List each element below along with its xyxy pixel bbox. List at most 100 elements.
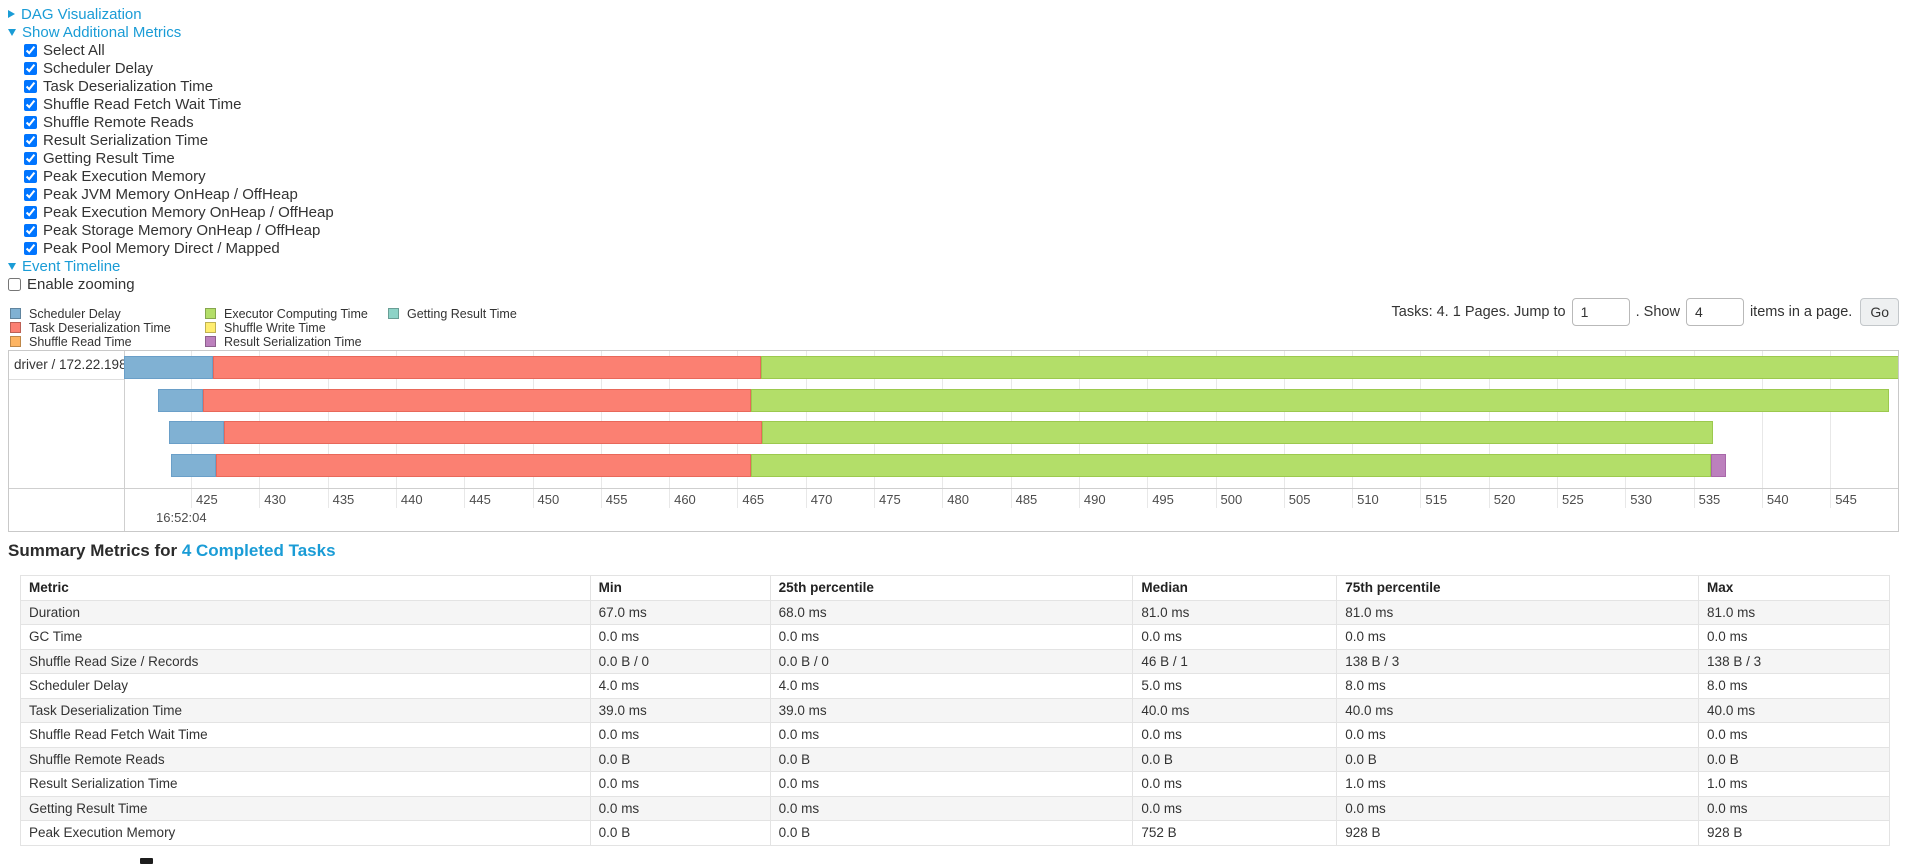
summary-metrics-table: Metric Min 25th percentile Median 75th perce… (20, 575, 1890, 846)
axis-tick-label: 525 (1562, 492, 1584, 507)
summary-column-header: Metric (20, 575, 591, 601)
metric-value-cell: 0.0 B (1336, 746, 1700, 772)
axis-tick-label: 490 (1083, 492, 1106, 507)
metric-checkbox-row: Peak Execution Memory OnHeap / OffHeap (24, 203, 334, 221)
metric-value-cell: 752 B (1132, 820, 1338, 846)
metric-value-cell: 0.0 B (769, 746, 1134, 772)
metric-checkbox-row: Result Serialization Time (24, 131, 334, 149)
dag-visualization-toggle[interactable]: DAG Visualization (8, 6, 142, 23)
axis-tick-label: 430 (264, 492, 286, 507)
metric-checkbox[interactable] (24, 205, 37, 219)
metric-value-cell: 0.0 ms (1336, 722, 1700, 748)
task-deserialization-bar-segment[interactable] (212, 356, 761, 379)
axis-tick-label: 425 (196, 492, 218, 507)
metric-checkbox-row: Peak Storage Memory OnHeap / OffHeap (24, 221, 334, 239)
go-button[interactable]: Go (1860, 298, 1899, 326)
summary-column-header: Min (589, 575, 771, 601)
metric-name-cell: Getting Result Time (20, 795, 591, 821)
scheduler-delay-bar-segment[interactable] (170, 454, 216, 477)
show-additional-metrics-toggle[interactable]: Show Additional Metrics (8, 24, 181, 41)
executor-computing-bar-segment[interactable] (761, 421, 1713, 444)
event-timeline-toggle[interactable]: Event Timeline (8, 258, 120, 275)
metric-checkbox-row: Scheduler Delay (24, 59, 334, 77)
executor-computing-bar-segment[interactable] (760, 356, 1898, 379)
event-timeline-label: Event Timeline (22, 257, 121, 275)
task-deserialization-bar-segment[interactable] (215, 454, 752, 477)
summary-table-header-row: Metric Min 25th percentile Median 75th perce… (20, 575, 1890, 601)
summary-column-header: 75th percentile (1336, 575, 1700, 601)
executor-computing-bar-segment[interactable] (751, 454, 1712, 477)
summary-heading-prefix: Summary Metrics for (8, 541, 182, 560)
metric-value-cell: 0.0 B (589, 746, 771, 772)
summary-column-header: Median (1132, 575, 1338, 601)
legend-color-swatch (10, 322, 21, 334)
metric-checkbox[interactable] (24, 169, 37, 183)
metric-name-cell: Task Deserialization Time (20, 697, 591, 723)
summary-metrics-heading: Summary Metrics for 4 Completed Tasks (8, 541, 336, 561)
metric-value-cell: 0.0 ms (769, 722, 1134, 748)
scheduler-delay-bar-segment[interactable] (158, 389, 204, 412)
result-serialization-bar-segment[interactable] (1711, 454, 1727, 477)
metric-value-cell: 4.0 ms (769, 673, 1134, 699)
metric-name-cell: Shuffle Read Size / Records (20, 648, 591, 674)
metric-checkbox[interactable] (24, 151, 37, 165)
jump-to-page-input[interactable] (1571, 298, 1630, 326)
metric-value-cell: 0.0 B (1132, 746, 1338, 772)
timeline-legend-column: Getting Result Time (388, 307, 517, 321)
clipped-next-section-fragment (140, 858, 153, 864)
legend-color-swatch (10, 308, 21, 320)
metric-value-cell: 8.0 ms (1698, 673, 1890, 699)
axis-tick-label: 500 (1220, 492, 1243, 507)
legend-label: Shuffle Write Time (224, 320, 326, 335)
summary-table-row: Scheduler Delay 4.0 ms 4.0 ms 5.0 ms 8.0 ms 8… (20, 673, 1890, 699)
enable-zooming-label: Enable zooming (27, 275, 135, 293)
event-timeline-chart: driver / 172.22.198.104 425 430 435 440 445 4… (8, 350, 1899, 532)
metric-value-cell: 0.0 ms (589, 771, 771, 797)
metric-name-cell: Duration (20, 599, 591, 625)
metric-value-cell: 0.0 B / 0 (589, 648, 771, 674)
axis-tick-label: 510 (1357, 492, 1379, 507)
metric-checkbox[interactable] (24, 187, 37, 201)
metric-value-cell: 928 B (1698, 820, 1890, 846)
legend-color-swatch (205, 322, 216, 334)
axis-tick-label: 485 (1015, 492, 1038, 507)
timeline-major-time-label: 16:52:04 (156, 510, 207, 525)
metric-checkbox-label: Result Serialization Time (43, 131, 209, 149)
metric-checkbox[interactable] (24, 61, 37, 75)
legend-item: Task Deserialization Time (10, 321, 171, 335)
metric-checkbox[interactable] (24, 115, 37, 129)
axis-tick-label: 535 (1698, 492, 1721, 507)
enable-zooming-checkbox[interactable] (8, 277, 21, 291)
pagination-suffix: items in a page. (1749, 304, 1853, 320)
metric-value-cell: 1.0 ms (1336, 771, 1700, 797)
task-deserialization-bar-segment[interactable] (223, 421, 762, 444)
summary-table-body: Duration 67.0 ms 68.0 ms 81.0 ms 81.0 ms 81.0… (20, 599, 1890, 846)
caret-down-icon (8, 28, 16, 36)
metric-checkbox[interactable] (24, 97, 37, 111)
axis-tick-label: 545 (1835, 492, 1857, 507)
summary-table-row: Shuffle Read Size / Records 0.0 B / 0 0.0 … (20, 648, 1890, 674)
metric-value-cell: 0.0 ms (1132, 795, 1338, 821)
metric-value-cell: 0.0 ms (1132, 624, 1338, 650)
scheduler-delay-bar-segment[interactable] (124, 356, 213, 379)
metric-checkbox-list: Select All Scheduler Delay Task Deserializ… (8, 41, 334, 257)
metric-checkbox[interactable] (24, 223, 37, 237)
metric-checkbox[interactable] (24, 133, 37, 147)
axis-tick-label: 470 (810, 492, 833, 507)
executor-computing-bar-segment[interactable] (751, 389, 1889, 412)
metric-checkbox[interactable] (24, 79, 37, 93)
metric-value-cell: 0.0 ms (1698, 722, 1890, 748)
summary-table-row: GC Time 0.0 ms 0.0 ms 0.0 ms 0.0 ms 0.0 ms (20, 624, 1890, 650)
metric-checkbox[interactable] (24, 241, 37, 255)
task-deserialization-bar-segment[interactable] (203, 389, 752, 412)
metric-value-cell: 46 B / 1 (1132, 648, 1338, 674)
items-per-page-input[interactable] (1685, 298, 1744, 326)
metric-checkbox[interactable] (24, 43, 37, 57)
axis-tick-label: 520 (1493, 492, 1516, 507)
metric-value-cell: 0.0 ms (769, 771, 1134, 797)
scheduler-delay-bar-segment[interactable] (169, 421, 224, 444)
completed-tasks-link[interactable]: 4 Completed Tasks (181, 541, 336, 560)
timeline-axis-line (9, 488, 1898, 489)
metric-name-cell: Shuffle Remote Reads (20, 746, 591, 772)
legend-item: Executor Computing Time (205, 307, 368, 321)
